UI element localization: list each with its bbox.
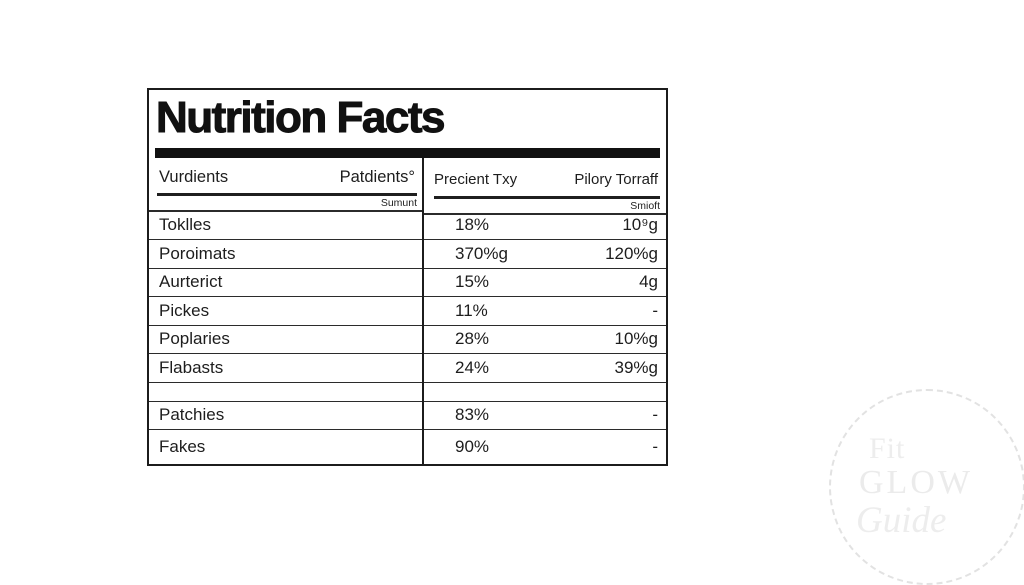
right-column-header: Precient Txy Pilory Torraff: [434, 171, 658, 188]
row-amount: 120%g: [605, 243, 658, 263]
row-value: 83%: [455, 405, 490, 425]
empty-spacer-row: [149, 383, 666, 402]
row-name: Flabasts: [159, 357, 224, 377]
table-row: Poroimats 370%g 120%g: [149, 240, 666, 269]
row-amount: 39%g: [614, 357, 658, 377]
watermark-line-fit: Fit: [869, 432, 906, 465]
table-row: Pickes 11% -: [149, 297, 666, 326]
row-value: 18%: [455, 215, 490, 235]
row-value: 370%g: [455, 243, 508, 263]
row-amount: -: [652, 405, 658, 425]
right-header-underline: [434, 196, 660, 199]
column-divider: [422, 158, 424, 464]
subheader-sumunt: Sumunt: [380, 197, 417, 209]
table-row: Poplaries 28% 10%g: [149, 326, 666, 354]
table-row: Flabasts 24% 39%g: [149, 354, 666, 383]
header-precient-txy: Precient Txy: [434, 171, 518, 188]
row-amount: 4g: [639, 272, 658, 292]
row-value: 90%: [455, 437, 490, 456]
right-subheader-line: [424, 213, 666, 215]
row-value: 15%: [455, 272, 490, 292]
table-row: Toklles 18% 10⁹g: [149, 212, 666, 240]
row-name: Poroimats: [159, 243, 236, 263]
table-row: Aurterict 15% 4g: [149, 269, 666, 297]
nutrition-label: Nutrition Facts Vurdients Patdients° Pre…: [147, 88, 668, 466]
row-amount: -: [652, 437, 658, 456]
subheader-smioft: Smioft: [630, 200, 660, 212]
header-pilory-torraff: Pilory Torraff: [574, 171, 658, 188]
row-value: 11%: [455, 300, 488, 320]
table-row: Patchies 83% -: [149, 402, 666, 430]
row-name: Toklles: [159, 215, 211, 235]
row-amount: 10⁹g: [622, 215, 658, 235]
header-patdients: Patdients°: [339, 168, 415, 186]
row-name: Poplaries: [159, 329, 230, 349]
left-header-underline: [157, 193, 417, 196]
watermark-line-glow: GLOW: [859, 464, 973, 501]
row-amount: -: [652, 300, 658, 320]
left-subheader-line: [149, 210, 422, 212]
row-name: Aurterict: [159, 272, 223, 292]
title-separator-bar: [155, 148, 660, 158]
label-title: Nutrition Facts: [156, 93, 446, 143]
row-name: Patchies: [159, 405, 225, 425]
row-value: 24%: [455, 357, 490, 377]
watermark-line-guide: Guide: [856, 500, 947, 541]
left-column-header: Vurdients Patdients°: [159, 168, 415, 187]
row-value: 28%: [455, 329, 490, 349]
row-name: Fakes: [159, 437, 206, 456]
row-amount: 10%g: [614, 329, 658, 349]
rows-container: Toklles 18% 10⁹g Poroimats 370%g 120%g A…: [149, 212, 666, 465]
header-vurdients: Vurdients: [159, 168, 229, 186]
row-name: Pickes: [159, 300, 210, 320]
table-row: Fakes 90% -: [149, 430, 666, 464]
